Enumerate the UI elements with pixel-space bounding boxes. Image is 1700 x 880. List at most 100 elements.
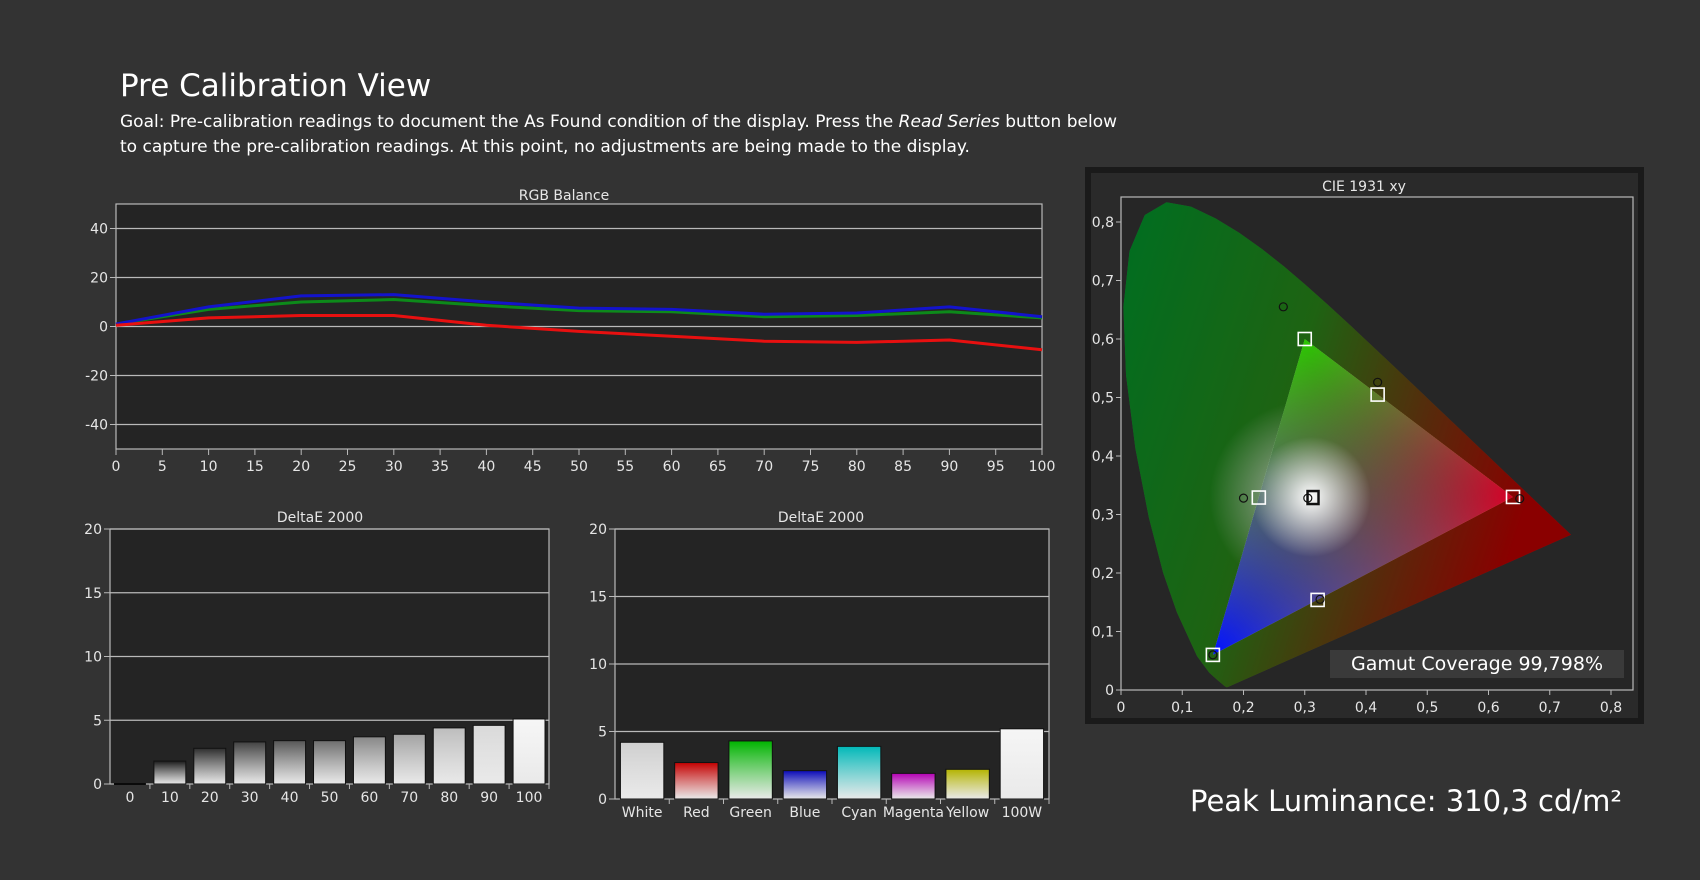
- gray-bar-100: [512, 718, 546, 785]
- color-x-label: Green: [729, 805, 771, 821]
- gamut-coverage-label: Gamut Coverage 99,798%: [1330, 650, 1624, 678]
- goal-prefix: Goal: Pre-calibration readings to docume…: [120, 112, 899, 132]
- cie-x-tick-label: 0,6: [1477, 700, 1499, 716]
- color-y-tick-label: 10: [589, 657, 607, 673]
- gray-x-label: 30: [241, 790, 259, 806]
- gray-bar-70: [392, 733, 426, 785]
- color-x-label: Yellow: [945, 805, 989, 821]
- color-bar-white: [619, 741, 665, 800]
- color-x-label: Red: [683, 805, 710, 821]
- deltae-grayscale-chart: DeltaE 2000 0 5 10 15 20 0 10 20 30 40 50 60 70 80 90…: [84, 510, 550, 806]
- outside-gamut-shading: [1123, 202, 1572, 688]
- color-bar-cyan: [836, 745, 882, 800]
- deltae-colors-chart: DeltaE 2000 0 5 10 15 20 White Red Green Blue Cy…: [589, 510, 1050, 821]
- read-series-emphasis: Read Series: [898, 112, 1000, 132]
- cie-y-tick-label: 0,3: [1092, 508, 1114, 524]
- cie-y-tick-label: 0: [1105, 683, 1114, 699]
- gray-x-label: 100: [516, 790, 543, 806]
- cie-y-tick-label: 0,6: [1092, 332, 1114, 348]
- gray-bar-60: [352, 736, 386, 785]
- rgb-x-tick-label: 15: [246, 459, 264, 475]
- white-point-target-marker: [1306, 489, 1320, 506]
- cie-title: CIE 1931 xy: [1322, 179, 1406, 195]
- measured-marker: [1515, 494, 1525, 504]
- color-bar-red: [674, 762, 719, 800]
- cie-x-tick-label: 0,3: [1294, 700, 1316, 716]
- rgb-x-tick-label: 100: [1029, 459, 1056, 475]
- color-y-tick-label: 20: [589, 522, 607, 538]
- gray-bar-20: [193, 747, 227, 785]
- green-balance-line: [115, 298, 1043, 326]
- gray-y-tick-label: 5: [93, 713, 102, 729]
- red-balance-line: [115, 313, 1043, 352]
- rgb-x-tick-label: 50: [570, 459, 588, 475]
- rgb-x-tick-label: 25: [339, 459, 357, 475]
- gamut-triangle-white: [1212, 339, 1513, 655]
- measured-marker: [1208, 650, 1218, 660]
- color-x-label: Magenta: [883, 805, 944, 821]
- rgb-x-tick-label: 0: [112, 459, 121, 475]
- rgb-x-tick-label: 90: [940, 459, 958, 475]
- gray-bar-10: [153, 760, 187, 785]
- gray-x-label: 0: [125, 790, 134, 806]
- rgb-x-tick-label: 45: [524, 459, 542, 475]
- target-marker: [1251, 490, 1267, 505]
- cie-x-tick-label: 0,7: [1539, 700, 1561, 716]
- rgb-x-tick-label: 20: [292, 459, 310, 475]
- gray-y-tick-label: 15: [84, 586, 102, 602]
- rgb-y-tick-label: 0: [99, 320, 108, 336]
- gray-x-label: 40: [281, 790, 299, 806]
- rgb-x-tick-label: 75: [802, 459, 820, 475]
- measured-marker: [1373, 377, 1383, 387]
- gray-y-tick-label: 10: [84, 650, 102, 666]
- cie-y-tick-label: 0,8: [1092, 215, 1114, 231]
- target-marker: [1297, 331, 1313, 347]
- cie-y-tick-label: 0,4: [1092, 449, 1114, 465]
- cie-y-tick-label: 0,2: [1092, 566, 1114, 582]
- cie-y-tick-label: 0,1: [1092, 625, 1114, 641]
- cie-x-tick-label: 0,5: [1416, 700, 1438, 716]
- rgb-x-tick-label: 40: [477, 459, 495, 475]
- cie-x-tick-label: 0,8: [1600, 700, 1622, 716]
- rgb-x-tick-label: 80: [848, 459, 866, 475]
- deltae-grayscale-title: DeltaE 2000: [277, 510, 363, 526]
- gray-bar-50: [313, 740, 346, 785]
- color-y-tick-label: 15: [589, 590, 607, 606]
- gray-x-label: 10: [161, 790, 179, 806]
- cie-x-tick-label: 0,1: [1171, 700, 1193, 716]
- rgb-balance-chart: RGB Balance -40 -20 0 20 40 0 5 10 15 20 25 30 35 40…: [85, 188, 1055, 475]
- goal-suffix: button below to capture the pre-calibrat…: [120, 112, 1118, 157]
- cie-y-tick-label: 0,5: [1092, 391, 1114, 407]
- gray-x-label: 50: [321, 790, 339, 806]
- color-bar-magenta: [891, 772, 936, 800]
- rgb-x-tick-label: 30: [385, 459, 403, 475]
- rgb-x-tick-label: 10: [200, 459, 218, 475]
- gray-x-label: 60: [360, 790, 378, 806]
- cie-y-tick-label: 0,7: [1092, 274, 1114, 290]
- target-marker: [1205, 647, 1221, 663]
- rgb-y-tick-label: -40: [85, 418, 108, 434]
- color-bar-green: [728, 740, 773, 800]
- cie-x-tick-label: 0,4: [1355, 700, 1377, 716]
- color-bar-blue: [782, 770, 828, 800]
- deltae-colors-title: DeltaE 2000: [778, 510, 864, 526]
- page-title: Pre Calibration View: [120, 68, 432, 104]
- color-y-tick-label: 5: [598, 725, 607, 741]
- cie-chart: CIE 1931 xy 00 0,1 0,1 0,2 0,2 0,3 0,3 0,4 0,4 0,…: [1085, 167, 1644, 724]
- rgb-y-tick-label: -20: [85, 369, 108, 385]
- gray-x-label: 20: [201, 790, 219, 806]
- gray-y-tick-label: 20: [84, 522, 102, 538]
- color-bar-yellow: [945, 768, 990, 800]
- target-marker: [1505, 489, 1521, 505]
- rgb-y-tick-label: 40: [90, 222, 108, 238]
- color-x-label: 100W: [1002, 805, 1043, 821]
- rgb-x-tick-label: 5: [158, 459, 167, 475]
- measured-marker: [1278, 302, 1288, 312]
- blue-balance-line: [115, 293, 1043, 326]
- gray-bar-90: [472, 724, 506, 785]
- rgb-x-tick-label: 70: [755, 459, 773, 475]
- rgb-x-tick-label: 95: [987, 459, 1005, 475]
- cie-x-tick-label: 0,2: [1232, 700, 1254, 716]
- color-x-label: Cyan: [841, 805, 877, 821]
